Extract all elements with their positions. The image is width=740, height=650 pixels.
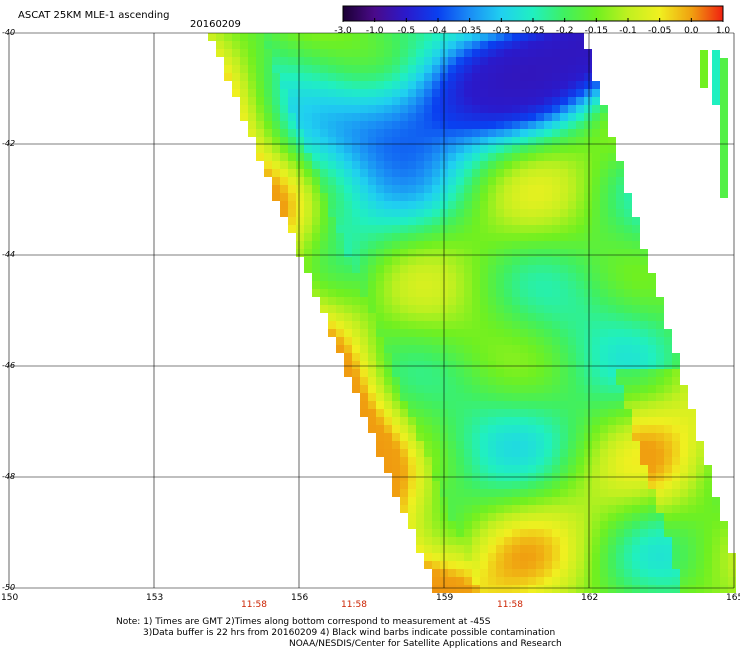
colorbar-label: -0.5 [397, 26, 416, 36]
product-title: ASCAT 25KM MLE-1 ascending [18, 10, 170, 21]
colorbar-labels: -3.0 -1.0 -0.5 -0.4 -0.35 -0.3 -0.25 -0.2 -0.15 -… [0, 26, 740, 38]
colorbar-label: -0.35 [458, 26, 482, 36]
gmt-time-label: 11:58 [341, 600, 367, 610]
swath-data [208, 33, 736, 593]
note-line-3: NOAA/NESDIS/Center for Satellite Applica… [289, 639, 562, 649]
colorbar-label: 1.0 [715, 26, 731, 36]
colorbar-label: -1.0 [365, 26, 384, 36]
colorbar-label: -0.15 [584, 26, 608, 36]
lon-label: 162 [581, 593, 599, 603]
lon-gridlines [8, 33, 735, 588]
gmt-time-label: 11:58 [241, 600, 267, 610]
colorbar-label: -0.25 [521, 26, 545, 36]
lon-label: 165 [726, 593, 740, 603]
colorbar-label: -0.3 [492, 26, 511, 36]
note-line-1: Note: 1) Times are GMT 2)Times along bot… [116, 617, 491, 627]
lat-label: -42 [2, 139, 16, 148]
lat-label: -48 [2, 472, 16, 481]
colorbar [342, 5, 724, 22]
lat-label: -46 [2, 361, 16, 370]
colorbar-label: -0.2 [555, 26, 574, 36]
lat-label: -50 [2, 583, 16, 592]
colorbar-label: -0.05 [648, 26, 672, 36]
gmt-time-label: 11:58 [497, 600, 523, 610]
footer-notes: Note: 1) Times are GMT 2)Times along bot… [116, 617, 562, 650]
colorbar-label: 0.0 [684, 26, 699, 36]
lat-label: -44 [2, 250, 16, 259]
lon-label: 150 [1, 593, 19, 603]
note-line-2: 3)Data buffer is 22 hrs from 20160209 4)… [143, 628, 556, 638]
lat-gridlines [9, 32, 734, 589]
colorbar-label: -3.0 [334, 26, 352, 36]
lon-label: 156 [291, 593, 309, 603]
product-date: 20160209 [190, 19, 241, 30]
lat-label: -40 [2, 28, 16, 37]
colorbar-label: -0.1 [619, 26, 637, 36]
lon-label: 159 [436, 593, 454, 603]
lon-label: 153 [146, 593, 164, 603]
colorbar-label: -0.4 [429, 26, 447, 36]
